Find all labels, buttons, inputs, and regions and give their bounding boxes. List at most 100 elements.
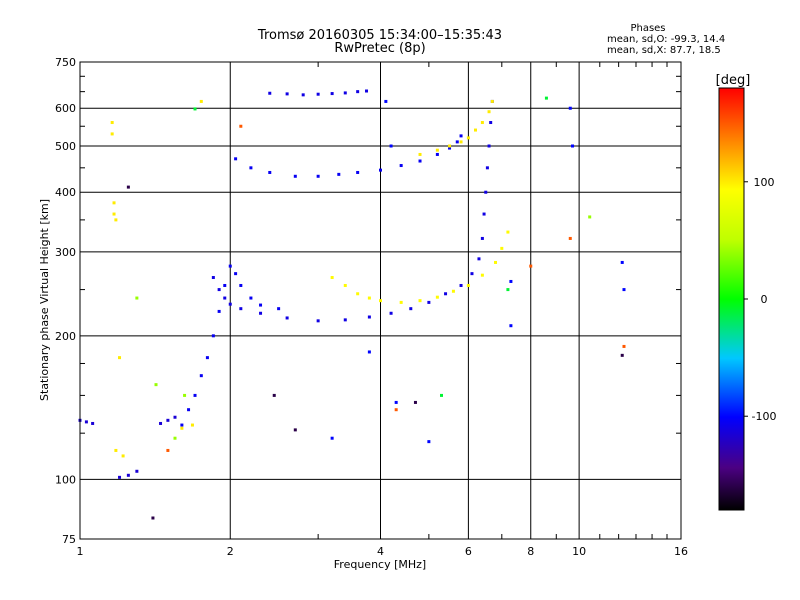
data-point (427, 440, 431, 444)
data-point (620, 353, 624, 357)
x-tick-label: 10 (572, 545, 586, 558)
data-point (259, 311, 263, 315)
data-point (477, 257, 481, 261)
data-point (180, 423, 184, 427)
data-point (379, 299, 382, 303)
data-point (459, 283, 463, 287)
data-point (509, 279, 513, 283)
data-point (487, 110, 491, 114)
data-point (568, 106, 572, 110)
data-point (448, 144, 452, 148)
x-tick-label: 1 (77, 545, 84, 558)
data-point (159, 421, 163, 425)
colorbar-ticks: 100 0 -100 (744, 176, 776, 423)
data-point (506, 288, 510, 292)
data-point (494, 260, 498, 264)
data-point (211, 276, 215, 280)
data-point (180, 426, 184, 430)
data-point (448, 146, 452, 150)
data-point (301, 93, 305, 97)
data-point (316, 174, 320, 178)
y-tick-label: 200 (55, 330, 76, 343)
data-point (91, 421, 95, 425)
data-point (440, 393, 444, 397)
data-point (489, 121, 493, 125)
data-point (480, 121, 484, 125)
data-point (509, 324, 513, 328)
data-point (110, 121, 114, 125)
data-points (78, 89, 626, 520)
data-point (473, 128, 477, 132)
data-point (544, 96, 548, 100)
x-axis-label: Frequency [MHz] (334, 558, 426, 571)
data-point (622, 288, 626, 292)
data-point (268, 170, 272, 174)
data-point (249, 296, 253, 300)
y-tick-label: 750 (55, 56, 76, 69)
data-point (394, 400, 398, 404)
data-point (187, 408, 191, 412)
data-point (571, 144, 575, 148)
data-point (484, 190, 488, 194)
data-point (418, 152, 422, 156)
data-point (293, 174, 297, 178)
data-point (500, 246, 504, 250)
data-point (459, 134, 463, 138)
data-point (239, 283, 243, 287)
y-tick-label: 600 (55, 102, 76, 115)
colorbar (718, 87, 745, 511)
data-point (444, 292, 448, 296)
x-tick-label: 8 (527, 545, 534, 558)
stats-heading: Phases (630, 23, 665, 34)
data-point (330, 276, 334, 280)
data-point (367, 296, 371, 300)
data-point (205, 356, 209, 360)
data-point (418, 299, 422, 303)
colorbar-tick-label: -100 (752, 410, 777, 423)
x-tick-label: 4 (377, 545, 384, 558)
data-point (389, 311, 393, 315)
data-point (228, 264, 232, 268)
data-point (384, 99, 388, 103)
data-point (223, 296, 227, 300)
data-point (183, 393, 187, 397)
data-point (451, 289, 455, 293)
data-point (135, 469, 139, 473)
data-point (211, 334, 215, 338)
data-point (173, 415, 177, 419)
data-point (480, 273, 484, 277)
data-point (506, 230, 510, 234)
data-point (118, 356, 122, 360)
data-point (394, 408, 398, 412)
data-point (151, 516, 155, 520)
data-point (110, 132, 114, 136)
data-point (367, 350, 371, 354)
data-point (399, 164, 403, 168)
data-point (199, 99, 203, 103)
data-point (435, 148, 439, 152)
stats-line-x: mean, sd,X: 87.7, 18.5 (607, 45, 721, 56)
data-point (112, 201, 116, 205)
data-point (285, 316, 289, 320)
data-point (114, 218, 118, 222)
data-point (272, 393, 276, 397)
axis-minor-ticks (80, 62, 681, 539)
data-point (316, 92, 320, 96)
colorbar-tick-label: 0 (761, 293, 768, 306)
data-point (173, 436, 177, 440)
data-point (466, 283, 470, 287)
data-point (568, 236, 572, 240)
data-point (126, 185, 130, 189)
data-point (193, 393, 197, 397)
grid-lines (80, 62, 681, 539)
chart-subtitle: RwPretec (8p) (334, 41, 425, 56)
data-point (365, 89, 369, 93)
data-point (234, 272, 238, 276)
data-point (620, 260, 624, 264)
data-point (356, 170, 360, 174)
data-point (480, 236, 484, 240)
x-tick-label: 16 (674, 545, 688, 558)
colorbar-label: [deg] (716, 73, 751, 88)
data-point (389, 144, 393, 148)
